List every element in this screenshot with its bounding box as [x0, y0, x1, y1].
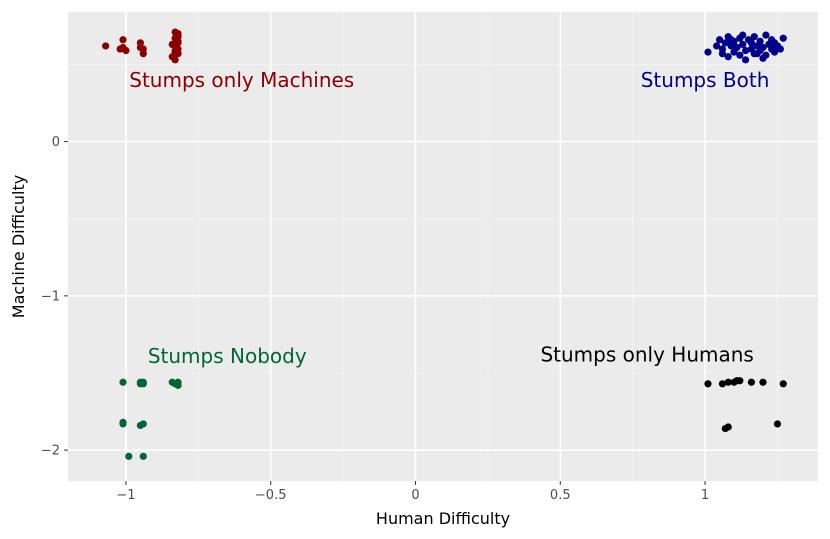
data-point — [747, 39, 755, 47]
data-point — [125, 452, 133, 460]
y-axis-ticks: −2 −1 0 — [41, 135, 68, 459]
data-point — [742, 56, 750, 64]
data-point — [739, 31, 747, 39]
data-point — [721, 39, 729, 47]
data-point — [139, 452, 147, 460]
data-point — [736, 51, 744, 59]
data-point — [119, 378, 127, 386]
data-point — [736, 377, 744, 385]
data-point — [770, 48, 779, 56]
data-point — [779, 380, 787, 388]
y-axis-title: Machine Difficulty — [9, 175, 28, 318]
data-point — [773, 420, 782, 428]
data-point — [779, 34, 787, 42]
data-point — [759, 54, 767, 62]
x-tick-label: 0 — [411, 488, 419, 503]
y-tick-label: 0 — [52, 135, 60, 150]
data-point — [102, 42, 110, 50]
x-tick-label: 0.5 — [550, 488, 571, 503]
data-point — [724, 378, 732, 386]
data-point — [139, 50, 147, 58]
data-point — [776, 45, 784, 53]
y-tick-label: −1 — [41, 289, 60, 304]
data-point — [753, 50, 761, 58]
data-point — [704, 380, 712, 388]
x-tick-label: −0.5 — [255, 488, 287, 503]
data-point — [733, 43, 741, 52]
annotations: Stumps only Machines Stumps Both Stumps No… — [129, 68, 769, 368]
data-point — [171, 46, 179, 55]
data-point — [770, 39, 779, 47]
x-tick-label: 1 — [701, 488, 709, 503]
annotation-label: Stumps only Machines — [129, 68, 354, 92]
data-point — [136, 43, 144, 52]
data-point — [715, 36, 724, 44]
data-point — [718, 50, 727, 58]
x-tick-label: −1 — [116, 488, 135, 503]
data-point — [119, 36, 127, 44]
y-tick-label: −2 — [41, 444, 60, 459]
data-point — [119, 420, 127, 428]
data-point — [704, 48, 712, 56]
data-point — [713, 42, 721, 50]
minor-gridlines — [68, 12, 818, 481]
data-point — [750, 33, 758, 41]
data-point — [174, 381, 182, 389]
data-point — [759, 378, 767, 386]
data-point — [742, 46, 750, 55]
data-point — [718, 380, 727, 388]
data-point — [759, 43, 767, 52]
data-point — [724, 53, 732, 61]
annotation-label: Stumps Both — [641, 68, 770, 92]
data-point — [168, 40, 176, 48]
data-point — [727, 36, 735, 44]
x-axis-title: Human Difficulty — [376, 509, 510, 528]
data-point — [119, 43, 127, 52]
plot-panel — [68, 12, 818, 481]
data-point — [174, 37, 182, 45]
data-point — [739, 40, 747, 48]
data-point — [136, 421, 144, 430]
data-point — [747, 378, 755, 386]
major-gridlines — [68, 12, 818, 481]
data-point — [171, 56, 179, 64]
x-axis-ticks: −1 −0.5 0 0.5 1 — [116, 481, 709, 503]
data-point — [724, 423, 732, 431]
data-point — [139, 380, 147, 388]
data-points — [102, 28, 787, 460]
annotation-label: Stumps Nobody — [148, 344, 307, 368]
data-point — [762, 31, 770, 39]
data-point — [756, 37, 764, 45]
annotation-label: Stumps only Humans — [540, 342, 753, 366]
